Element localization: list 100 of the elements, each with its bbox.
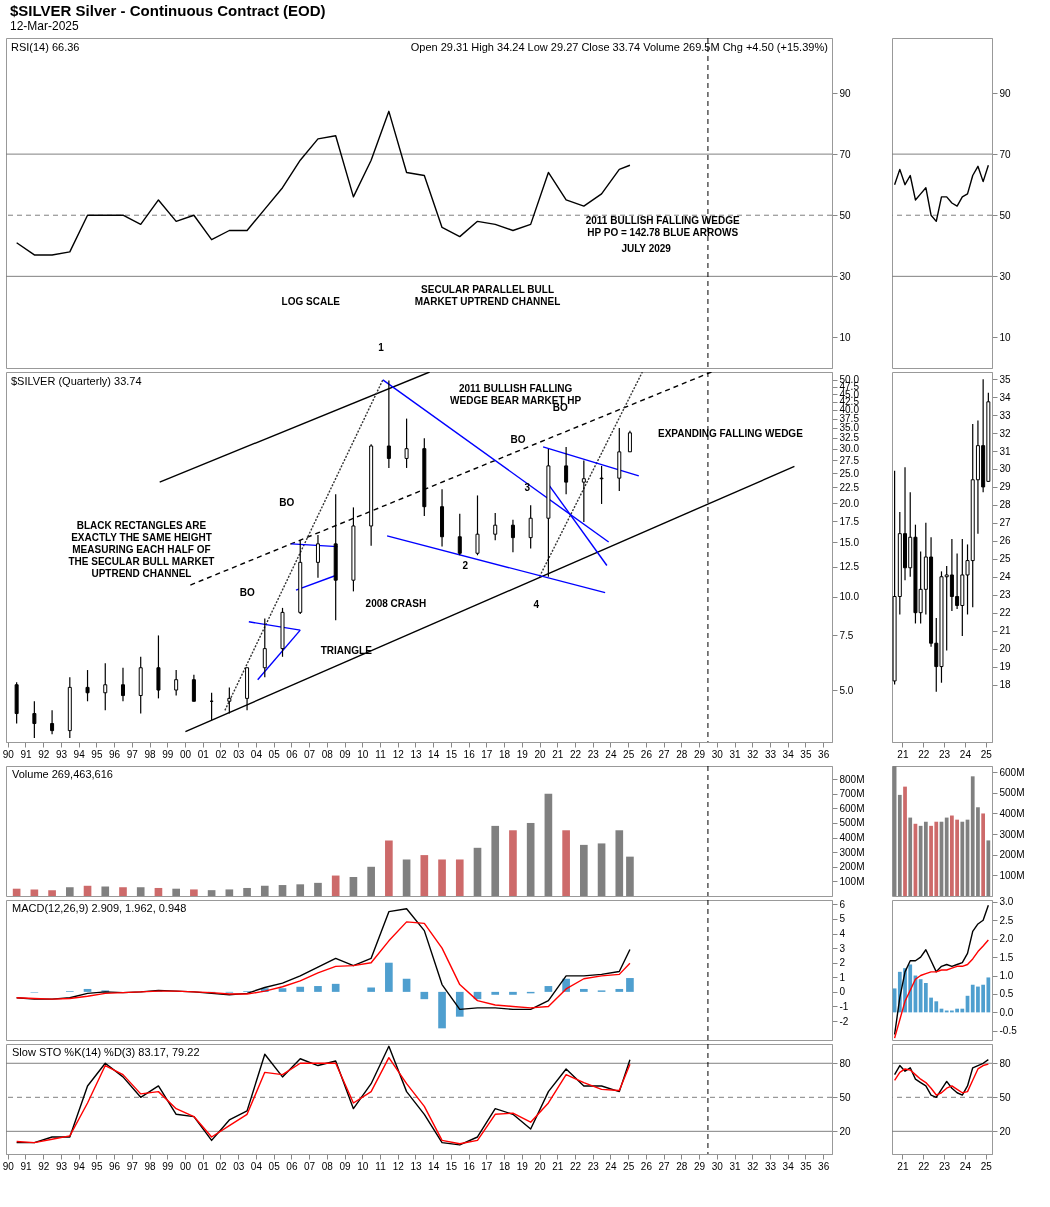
x-tick-label: 22 [569,748,582,760]
annotation: 2008 CRASH [365,597,427,609]
x-tick-label: 09 [339,748,352,760]
annotation: JULY 2029 [621,243,672,255]
x-tick-label: 20 [534,748,547,760]
x-tick-label: 34 [782,1160,795,1172]
y-tick-label: 25 [999,553,1012,565]
y-tick-label: 32 [999,427,1012,439]
x-tick-label: 19 [516,748,529,760]
x-tick-label: 29 [694,1160,706,1172]
y-tick-label: 32.5 [839,432,860,444]
y-tick-label: 80 [839,1057,852,1069]
x-tick-label: 30 [711,748,724,760]
x-tick-label: 03 [233,748,245,760]
x-tick-label: 04 [250,748,263,760]
annotation: Slow STO %K(14) %D(3) 83.17, 79.22 [12,1046,200,1058]
annotation: LOG SCALE [281,296,341,307]
y-tick-label: 26 [999,535,1012,547]
x-tick-label: 02 [215,1160,227,1172]
y-tick-label: 17.5 [839,515,860,527]
x-tick-label: 26 [640,1160,653,1172]
y-tick-label: 50 [839,1091,852,1103]
y-tick-label: 300M [839,846,865,858]
y-tick-label: 3 [839,942,846,954]
y-tick-label: 50 [999,209,1012,221]
x-tick-label: 16 [463,1160,476,1172]
y-tick-label: 24 [999,571,1012,583]
y-tick-label: 20 [999,643,1012,655]
x-tick-label: 24 [605,1160,617,1172]
y-tick-label: 34 [999,391,1012,403]
x-tick-label: 26 [640,748,653,760]
y-tick-label: -0.5 [999,1025,1018,1037]
x-tick-label: 23 [939,1160,951,1172]
y-tick-label: 1 [839,971,846,983]
x-tick-label: 27 [658,748,671,760]
x-tick-label: 11 [375,748,387,760]
x-tick-label: 13 [410,1160,422,1172]
annotation: BLACK RECTANGLES ARE EXACTLY THE SAME HEIGHT MEASURING EACH HALF OF THE SECULAR BULL MARKET UPTREND CHANNEL [68,520,215,580]
x-tick-label: 25 [623,1160,635,1172]
y-tick-label: 80 [999,1057,1012,1069]
y-tick-label: 10 [999,331,1012,343]
x-tick-label: 23 [939,748,951,760]
x-tick-label: 94 [73,1160,86,1172]
x-tick-label: 99 [162,1160,174,1172]
x-tick-label: 01 [197,1160,210,1172]
x-tick-label: 15 [445,1160,458,1172]
y-tick-label: 35.0 [839,422,860,434]
y-tick-label: 22.5 [839,481,860,493]
y-tick-label: 22 [999,607,1012,619]
x-tick-label: 29 [694,748,706,760]
y-tick-label: 800M [839,773,865,785]
x-tick-label: 08 [321,1160,334,1172]
x-tick-label: 16 [463,748,476,760]
y-tick-label: 2.0 [999,933,1014,945]
y-tick-label: 21 [999,625,1012,637]
x-tick-label: 96 [109,748,121,760]
y-tick-label: 30 [999,270,1012,282]
x-tick-label: 20 [534,1160,547,1172]
x-tick-label: 93 [55,1160,68,1172]
y-tick-label: 4 [839,928,846,940]
y-tick-label: 200M [839,861,865,873]
chart-subtitle: 12-Mar-2025 [10,19,80,33]
x-tick-label: 21 [552,1160,564,1172]
x-tick-label: 23 [587,1160,600,1172]
x-tick-label: 97 [126,1160,139,1172]
x-tick-label: 10 [357,748,369,760]
x-tick-label: 34 [782,748,795,760]
y-tick-label: 25.0 [839,467,860,479]
y-tick-label: 15.0 [839,536,860,548]
y-tick-label: 27 [999,517,1012,529]
x-tick-label: 05 [268,1160,281,1172]
annotation: 4 [533,599,540,611]
y-tick-label: 27.5 [839,454,860,466]
annotation: MACD(12,26,9) 2.909, 1.962, 0.948 [12,902,187,914]
x-tick-label: 19 [516,1160,529,1172]
x-tick-label: 22 [918,1160,930,1172]
x-tick-label: 06 [286,1160,298,1172]
y-tick-label: 10.0 [839,591,860,603]
x-tick-label: 90 [2,1160,15,1172]
y-tick-label: 3.0 [999,896,1014,908]
y-tick-label: 2.5 [999,914,1014,926]
x-tick-label: 23 [587,748,600,760]
x-tick-label: 05 [268,748,281,760]
x-tick-label: 28 [676,1160,688,1172]
x-tick-label: 13 [410,748,422,760]
annotation: TRIANGLE [320,644,373,656]
x-tick-label: 98 [144,748,157,760]
y-tick-label: 33 [999,409,1012,421]
x-tick-label: 32 [747,1160,759,1172]
x-tick-label: 07 [304,748,316,760]
y-tick-label: 300M [999,828,1025,840]
x-tick-label: 12 [392,1160,405,1172]
x-tick-label: 18 [499,748,511,760]
x-tick-label: 25 [980,1160,993,1172]
y-tick-label: 10 [839,331,852,343]
y-tick-label: 23 [999,589,1012,601]
y-tick-label: 30.0 [839,443,860,455]
y-tick-label: 90 [999,87,1012,99]
x-tick-label: 36 [818,748,830,760]
x-tick-label: 95 [91,1160,103,1172]
